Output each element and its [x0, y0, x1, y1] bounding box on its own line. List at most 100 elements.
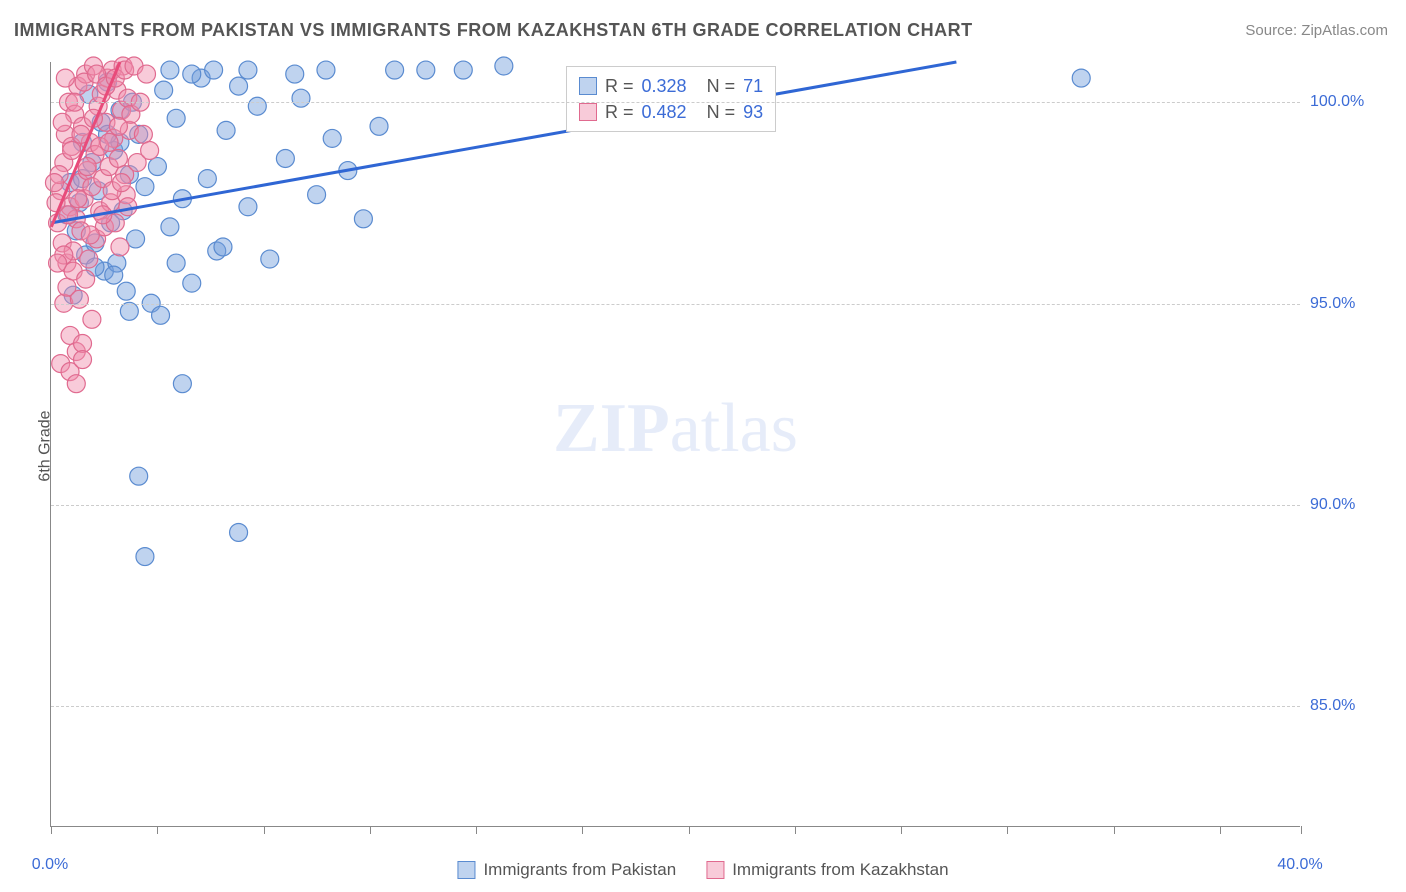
- x-tick: [689, 826, 690, 834]
- scatter-point: [74, 351, 92, 369]
- scatter-point: [1072, 69, 1090, 87]
- scatter-point: [130, 467, 148, 485]
- x-tick: [1114, 826, 1115, 834]
- scatter-point: [109, 150, 127, 168]
- grid-line: [51, 102, 1300, 103]
- scatter-point: [49, 254, 67, 272]
- scatter-point: [69, 190, 87, 208]
- scatter-point: [136, 178, 154, 196]
- scatter-point: [141, 141, 159, 159]
- x-tick: [582, 826, 583, 834]
- scatter-point: [161, 61, 179, 79]
- swatch-bottom-kazakhstan: [706, 861, 724, 879]
- scatter-point: [155, 81, 173, 99]
- scatter-point: [120, 302, 138, 320]
- grid-line: [51, 505, 1300, 506]
- x-tick: [264, 826, 265, 834]
- scatter-point: [63, 141, 81, 159]
- swatch-kazakhstan: [579, 103, 597, 121]
- x-tick-label: 40.0%: [1277, 856, 1322, 874]
- scatter-point: [138, 65, 156, 83]
- scatter-point: [100, 133, 118, 151]
- chart-title: IMMIGRANTS FROM PAKISTAN VS IMMIGRANTS F…: [14, 20, 973, 41]
- x-tick: [476, 826, 477, 834]
- scatter-point: [167, 254, 185, 272]
- grid-line: [51, 706, 1300, 707]
- bottom-legend: Immigrants from Pakistan Immigrants from…: [457, 860, 948, 880]
- scatter-point: [183, 65, 201, 83]
- x-tick: [1301, 826, 1302, 834]
- scatter-point: [261, 250, 279, 268]
- scatter-point: [317, 61, 335, 79]
- scatter-point: [173, 375, 191, 393]
- plot-area: ZIPatlas R = 0.328 N = 71 R = 0.482 N = …: [50, 62, 1300, 827]
- chart-container: IMMIGRANTS FROM PAKISTAN VS IMMIGRANTS F…: [0, 0, 1406, 892]
- scatter-point: [67, 375, 85, 393]
- scatter-point: [386, 61, 404, 79]
- scatter-point: [198, 170, 216, 188]
- scatter-point: [53, 113, 71, 131]
- scatter-point: [105, 266, 123, 284]
- scatter-point: [78, 158, 96, 176]
- scatter-point: [292, 89, 310, 107]
- swatch-bottom-pakistan: [457, 861, 475, 879]
- source-attribution: Source: ZipAtlas.com: [1245, 22, 1388, 39]
- scatter-point: [495, 57, 513, 75]
- scatter-point: [239, 198, 257, 216]
- scatter-point: [80, 250, 98, 268]
- scatter-point: [308, 186, 326, 204]
- scatter-point: [113, 174, 131, 192]
- legend-item-kazakhstan: Immigrants from Kazakhstan: [706, 860, 948, 880]
- y-tick-label: 85.0%: [1310, 697, 1380, 715]
- legend-item-pakistan: Immigrants from Pakistan: [457, 860, 676, 880]
- x-tick: [157, 826, 158, 834]
- scatter-point: [148, 158, 166, 176]
- scatter-point: [117, 282, 135, 300]
- scatter-point: [77, 270, 95, 288]
- y-tick-label: 95.0%: [1310, 295, 1380, 313]
- scatter-point: [214, 238, 232, 256]
- x-tick: [1007, 826, 1008, 834]
- scatter-point: [134, 125, 152, 143]
- scatter-point: [230, 77, 248, 95]
- legend-label-pakistan: Immigrants from Pakistan: [483, 860, 676, 880]
- scatter-point: [354, 210, 372, 228]
- scatter-point: [454, 61, 472, 79]
- scatter-point: [70, 290, 88, 308]
- scatter-point: [239, 61, 257, 79]
- scatter-point: [81, 226, 99, 244]
- y-tick-label: 100.0%: [1310, 93, 1380, 111]
- swatch-pakistan: [579, 77, 597, 95]
- r-value-1: 0.328: [642, 73, 687, 99]
- scatter-point: [417, 61, 435, 79]
- source-value: ZipAtlas.com: [1301, 22, 1388, 39]
- scatter-point: [83, 310, 101, 328]
- scatter-point: [217, 121, 235, 139]
- scatter-point: [152, 306, 170, 324]
- x-tick: [795, 826, 796, 834]
- plot-svg: [51, 62, 1300, 826]
- grid-line: [51, 304, 1300, 305]
- source-label: Source:: [1245, 22, 1301, 39]
- scatter-point: [286, 65, 304, 83]
- scatter-point: [56, 69, 74, 87]
- x-tick: [1220, 826, 1221, 834]
- n-label-1: N =: [707, 73, 736, 99]
- x-tick: [901, 826, 902, 834]
- y-tick-label: 90.0%: [1310, 496, 1380, 514]
- scatter-point: [248, 97, 266, 115]
- scatter-point: [111, 238, 129, 256]
- x-tick-label: 0.0%: [32, 856, 68, 874]
- scatter-point: [161, 218, 179, 236]
- scatter-point: [276, 150, 294, 168]
- n-value-1: 71: [743, 73, 763, 99]
- trend-line: [51, 62, 956, 223]
- scatter-point: [167, 109, 185, 127]
- scatter-point: [205, 61, 223, 79]
- r-label-1: R =: [605, 73, 634, 99]
- legend-label-kazakhstan: Immigrants from Kazakhstan: [732, 860, 948, 880]
- correlation-legend: R = 0.328 N = 71 R = 0.482 N = 93: [566, 66, 776, 132]
- scatter-point: [370, 117, 388, 135]
- scatter-point: [323, 129, 341, 147]
- scatter-point: [183, 274, 201, 292]
